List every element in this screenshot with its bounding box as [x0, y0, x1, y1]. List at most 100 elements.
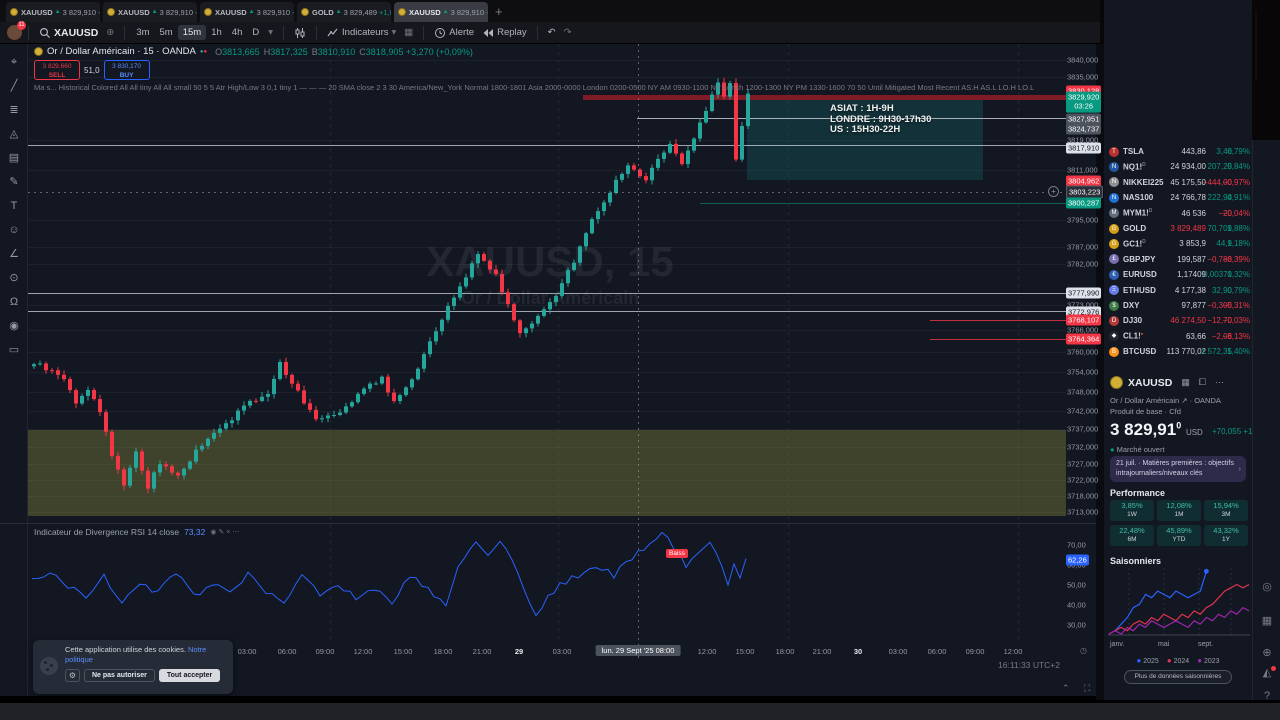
- pattern-tool[interactable]: ◬: [9, 128, 19, 140]
- replay-button[interactable]: Replay: [478, 25, 531, 41]
- watchlist-row[interactable]: D DJ30 46 274,50 −12,70 −0,03%: [1104, 313, 1252, 328]
- text-tool[interactable]: T: [10, 200, 18, 212]
- timeframe-3m[interactable]: 3m: [136, 27, 150, 38]
- symbol-search[interactable]: XAUUSD: [35, 25, 102, 41]
- cookie-policy-link[interactable]: Notre politique: [65, 645, 207, 664]
- watchlist-row[interactable]: T TSLA 443,86 3,46 0,79%: [1104, 144, 1252, 159]
- watchlist-row[interactable]: $ DXY 97,877 −0,305 −0,31%: [1104, 298, 1252, 313]
- watchlist-row[interactable]: B BTCUSD 113 770,02 1 572,35 1,40%: [1104, 344, 1252, 359]
- timeframe-4h[interactable]: 4h: [231, 27, 243, 38]
- grid-line: [28, 512, 1066, 513]
- timeframe-switcher: 3m 5m 15m 1h 4h D: [131, 25, 264, 40]
- grid-line: [28, 330, 1066, 331]
- pane-separator[interactable]: [0, 523, 1096, 524]
- rsi-chart[interactable]: [28, 525, 1066, 643]
- chart-tab-xauusd[interactable]: XAUUSD▲3 829,910+1,86%×: [394, 2, 488, 22]
- cookie-decline-button[interactable]: Ne pas autoriser: [84, 669, 155, 682]
- chart-tab-xauusd[interactable]: XAUUSD▲3 829,910+1,86%×: [200, 2, 294, 22]
- up-arrow-icon: ▲: [248, 9, 255, 15]
- watchlist-row[interactable]: G GOLD 3 829,489 70,709 1,88%: [1104, 221, 1252, 236]
- timezone-clock-icon[interactable]: ◷: [1080, 646, 1087, 655]
- performance-cell-1y[interactable]: 43,32% 1Y: [1204, 525, 1248, 546]
- watchlist-row[interactable]: N NQ1!D 24 934,00 207,25 0,84%: [1104, 159, 1252, 174]
- fib-tool[interactable]: ≣: [9, 104, 19, 116]
- timeframe-dropdown-icon[interactable]: ▾: [268, 27, 274, 38]
- open-in-new-icon[interactable]: ⧠: [1198, 377, 1207, 387]
- performance-cell-ytd[interactable]: 45,89% YTD: [1157, 525, 1201, 546]
- news-pill[interactable]: 21 juil. · Matières premières : objectif…: [1110, 456, 1246, 482]
- watchlist-symbol: GC1!D: [1123, 239, 1146, 249]
- layout-grid-icon[interactable]: ▦: [1181, 377, 1190, 387]
- help-icon[interactable]: ?: [1263, 690, 1271, 702]
- performance-cell-1m[interactable]: 12,08% 1M: [1157, 500, 1201, 521]
- undo-button[interactable]: ↶: [547, 27, 556, 38]
- panel-divider: [1096, 44, 1104, 700]
- tab-bar: XAUUSD▲3 829,910+1,86%×XAUUSD▲3 829,910+…: [0, 0, 1100, 22]
- sell-button[interactable]: 3 829,660 SELL: [34, 60, 80, 80]
- layout-grid-icon[interactable]: ▦: [404, 27, 414, 38]
- brush-tool[interactable]: ✎: [9, 176, 19, 188]
- price-axis-label: 3795,000: [1067, 215, 1099, 225]
- magnet-tool[interactable]: Ω: [9, 296, 19, 308]
- redo-button[interactable]: ↷: [563, 27, 572, 38]
- trendline-tool[interactable]: ╱: [10, 80, 18, 92]
- watchlist-row[interactable]: Ξ ETHUSD 4 177,38 32,90 0,79%: [1104, 283, 1252, 298]
- alert-button[interactable]: Alerte: [430, 25, 478, 41]
- watchlist-row[interactable]: £ GBPJPY 199,587 −0,786 −0,39%: [1104, 252, 1252, 267]
- cursor-tool[interactable]: ⌖: [10, 56, 18, 68]
- zoom-tool[interactable]: ⊙: [9, 272, 19, 284]
- add-alert-plus-icon[interactable]: +: [1048, 186, 1059, 197]
- price-level-line: [28, 311, 1066, 312]
- time-axis-label: 12:00: [1003, 647, 1023, 656]
- seasonal-legend-item[interactable]: ● 2025: [1136, 656, 1159, 665]
- emoji-tool[interactable]: ☺: [8, 224, 20, 236]
- watchlist-row[interactable]: M MYM1!D 46 536 −20 −0,04%: [1104, 206, 1252, 221]
- performance-cell-6m[interactable]: 22,48% 6M: [1110, 525, 1154, 546]
- timeframe-1h[interactable]: 1h: [211, 27, 222, 38]
- chart-tab-xauusd[interactable]: XAUUSD▲3 829,910+1,86%×: [6, 2, 100, 22]
- chart-tab-gold[interactable]: GOLD▲3 829,489+1,88%×: [297, 2, 391, 22]
- position-tool[interactable]: ▤: [8, 152, 20, 164]
- visibility-tool[interactable]: ◉: [9, 320, 19, 332]
- seasonal-legend-item[interactable]: ● 2024: [1166, 656, 1190, 665]
- session-hours-annotation: ASIAT : 1H-9H LONDRE : 9H30-17h30 US : 15H…: [830, 103, 931, 136]
- timeframe-D[interactable]: D: [252, 27, 260, 38]
- buy-sell-row: 3 829,660 SELL 51,0 3 830,170 BUY: [34, 60, 150, 80]
- candlestick-chart[interactable]: [28, 44, 1066, 522]
- symbol-icon: M: [1109, 208, 1119, 219]
- indicators-button[interactable]: Indicateurs ▾: [323, 25, 400, 41]
- chat-icon[interactable]: ◎: [1262, 581, 1272, 593]
- watchlist-row[interactable]: G GC1!D 3 853,9 44,9 1,18%: [1104, 236, 1252, 251]
- market-status: ● Marché ouvert: [1110, 445, 1165, 454]
- pane-collapse-buttons[interactable]: ⌃ ⛶: [1062, 683, 1097, 693]
- measure-tool[interactable]: ∠: [9, 248, 19, 260]
- watchlist-row[interactable]: N NAS100 24 766,78 222,94 0,91%: [1104, 190, 1252, 205]
- compare-add-icon[interactable]: ⊕: [106, 27, 115, 38]
- watchlist-row[interactable]: € EURUSD 1,17409 0,00371 0,32%: [1104, 267, 1252, 282]
- cookie-settings-button[interactable]: ⚙: [65, 669, 80, 682]
- grid-line: [28, 77, 1066, 78]
- watchlist-last: 24 766,78: [1170, 193, 1206, 203]
- grid-line: [28, 429, 1066, 430]
- alerts-icon[interactable]: ◭: [1262, 667, 1272, 679]
- chart-tab-xauusd[interactable]: XAUUSD▲3 829,910+1,86%×: [103, 2, 197, 22]
- performance-cell-3m[interactable]: 15,94% 3M: [1204, 500, 1248, 521]
- chart-style-button[interactable]: [290, 25, 310, 41]
- cookie-accept-button[interactable]: Tout accepter: [158, 669, 221, 682]
- timeframe-5m[interactable]: 5m: [159, 27, 173, 38]
- calendar-icon[interactable]: ▦: [1261, 615, 1273, 627]
- globe-icon[interactable]: ⊕: [1262, 647, 1272, 659]
- watchlist-row[interactable]: ◆ CL1!● 63,66 −2,06 −3,13%: [1104, 329, 1252, 344]
- seasonal-legend-item[interactable]: ● 2023: [1197, 656, 1220, 665]
- watchlist-row[interactable]: N NIKKEI225 45 175,50 −444,00 −0,97%: [1104, 175, 1252, 190]
- delete-tool[interactable]: ▭: [8, 344, 20, 356]
- user-avatar[interactable]: 11: [7, 21, 26, 40]
- annotation-line: US : 15H30-22H: [830, 124, 901, 135]
- more-options-icon[interactable]: ⋯: [1215, 377, 1225, 387]
- new-tab-button[interactable]: +: [495, 4, 503, 19]
- buy-button[interactable]: 3 830,170 BUY: [103, 60, 150, 80]
- timeframe-15m[interactable]: 15m: [177, 25, 207, 40]
- performance-cell-1w[interactable]: 3,85% 1W: [1110, 500, 1154, 521]
- seasonal-more-button[interactable]: Plus de données saisonnières: [1124, 670, 1232, 684]
- watchlist-change-pct: 1,18%: [1227, 239, 1250, 249]
